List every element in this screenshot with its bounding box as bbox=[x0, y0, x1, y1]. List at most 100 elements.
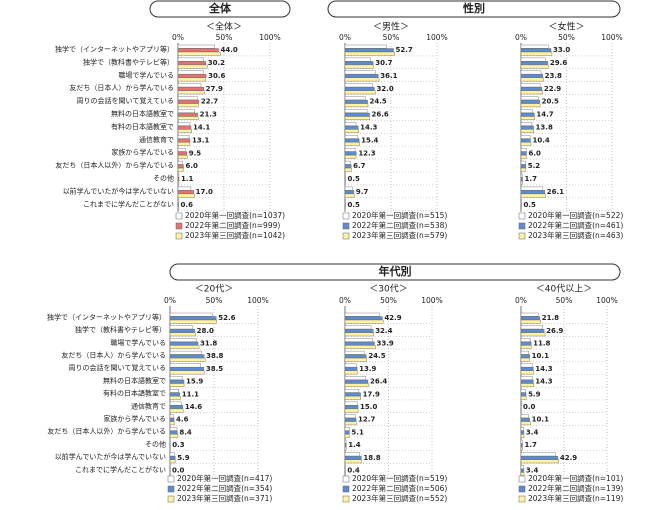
x-tick-label: 50% bbox=[380, 296, 397, 305]
legend-label: 2023年第三回調査(n=119) bbox=[528, 493, 623, 503]
legend-label: 2022年第二回調査(n=139) bbox=[528, 483, 623, 493]
legend-label: 2023年第三回調査(n=579) bbox=[352, 230, 447, 240]
bar bbox=[520, 190, 545, 194]
bar bbox=[520, 116, 535, 120]
bar bbox=[520, 61, 549, 65]
bar bbox=[520, 173, 523, 178]
legend-swatch bbox=[175, 232, 183, 240]
bar bbox=[177, 206, 180, 211]
x-tick-label: 100% bbox=[426, 33, 447, 42]
bar bbox=[520, 125, 534, 130]
bar bbox=[344, 332, 374, 337]
value-label: 9.7 bbox=[356, 188, 369, 196]
bar bbox=[177, 99, 200, 104]
bar bbox=[520, 367, 534, 371]
value-label: 13.1 bbox=[192, 136, 209, 144]
value-label: 11.8 bbox=[533, 340, 550, 348]
value-label: 0.3 bbox=[172, 441, 185, 449]
bar bbox=[344, 414, 356, 419]
legend-label: 2022年第二回調査(n=538) bbox=[352, 220, 447, 230]
bar bbox=[177, 48, 219, 52]
category-label: 友だち（日本人以外）から学んでいる bbox=[55, 161, 174, 170]
value-label: 0.5 bbox=[347, 201, 360, 209]
value-label: 6.7 bbox=[353, 162, 366, 170]
bar bbox=[177, 160, 183, 165]
legend-swatch bbox=[342, 222, 350, 230]
legend-swatch bbox=[342, 475, 350, 483]
value-label: 10.1 bbox=[532, 416, 549, 424]
bar bbox=[344, 379, 369, 384]
legend-swatch bbox=[342, 495, 350, 503]
bar bbox=[520, 77, 544, 82]
bar bbox=[177, 135, 190, 139]
bar bbox=[177, 138, 191, 143]
value-label: 5.2 bbox=[528, 162, 541, 170]
bar bbox=[520, 396, 527, 400]
x-tick-label: 0% bbox=[339, 296, 351, 305]
value-label: 14.1 bbox=[193, 124, 210, 132]
value-label: 42.9 bbox=[384, 314, 401, 322]
bar bbox=[344, 61, 374, 65]
bar bbox=[344, 354, 367, 359]
bar bbox=[177, 74, 207, 78]
value-label: 5.9 bbox=[528, 390, 541, 398]
bar bbox=[520, 64, 549, 69]
bar bbox=[344, 376, 367, 380]
category-label: 職場で学んでいる bbox=[118, 70, 174, 79]
value-label: 28.0 bbox=[197, 327, 214, 335]
category-label: 職場で学んでいる bbox=[110, 338, 166, 347]
bar bbox=[344, 325, 372, 330]
value-label: 44.0 bbox=[220, 46, 237, 54]
bar bbox=[169, 312, 213, 317]
bar bbox=[520, 90, 544, 95]
bar bbox=[177, 186, 192, 191]
bar bbox=[344, 125, 359, 130]
value-label: 0.4 bbox=[347, 467, 360, 475]
bar bbox=[344, 417, 357, 422]
bar bbox=[169, 414, 174, 419]
category-label: 通信教育で bbox=[139, 135, 174, 144]
x-tick-label: 50% bbox=[206, 296, 223, 305]
bar bbox=[520, 456, 559, 460]
x-tick-label: 50% bbox=[216, 33, 233, 42]
value-label: 4.6 bbox=[176, 416, 189, 424]
bar bbox=[520, 350, 529, 355]
bar bbox=[169, 350, 202, 355]
value-label: 9.5 bbox=[189, 149, 202, 157]
bar bbox=[344, 64, 374, 69]
category-label: 独学で（インターネットやアプリ等） bbox=[55, 44, 174, 53]
category-label: これまでに学んだことがない bbox=[75, 465, 166, 474]
legend-label: 2020年第一回調査(n=519) bbox=[352, 473, 447, 483]
bar bbox=[177, 167, 184, 172]
bar bbox=[520, 452, 556, 457]
category-label: 無料の日本語教室で bbox=[111, 109, 174, 118]
bar bbox=[520, 465, 524, 469]
bar bbox=[169, 341, 199, 346]
x-tick-label: 0% bbox=[515, 33, 527, 42]
legend-swatch bbox=[518, 495, 526, 503]
bar bbox=[169, 389, 180, 393]
value-label: 21.8 bbox=[542, 314, 559, 322]
value-label: 12.3 bbox=[358, 149, 375, 157]
bar bbox=[520, 468, 525, 473]
legend-swatch bbox=[342, 212, 350, 220]
bar bbox=[344, 389, 360, 393]
category-label: 有料の日本語教室で bbox=[103, 389, 166, 398]
bar bbox=[177, 116, 199, 120]
chart-title: ＜男性＞ bbox=[373, 21, 409, 33]
bar bbox=[344, 350, 365, 355]
legend-label: 2020年第一回調査(n=1037) bbox=[185, 210, 285, 220]
legend-swatch bbox=[342, 232, 350, 240]
bar bbox=[344, 83, 373, 88]
bar bbox=[169, 319, 217, 324]
bar bbox=[344, 329, 374, 333]
value-label: 5.1 bbox=[351, 428, 364, 436]
bar bbox=[344, 147, 356, 152]
bar bbox=[520, 459, 560, 464]
bar bbox=[344, 164, 352, 169]
value-label: 0.0 bbox=[172, 467, 185, 475]
bar bbox=[344, 367, 358, 371]
bar bbox=[169, 354, 205, 359]
bar bbox=[344, 57, 371, 62]
bar bbox=[177, 193, 195, 198]
